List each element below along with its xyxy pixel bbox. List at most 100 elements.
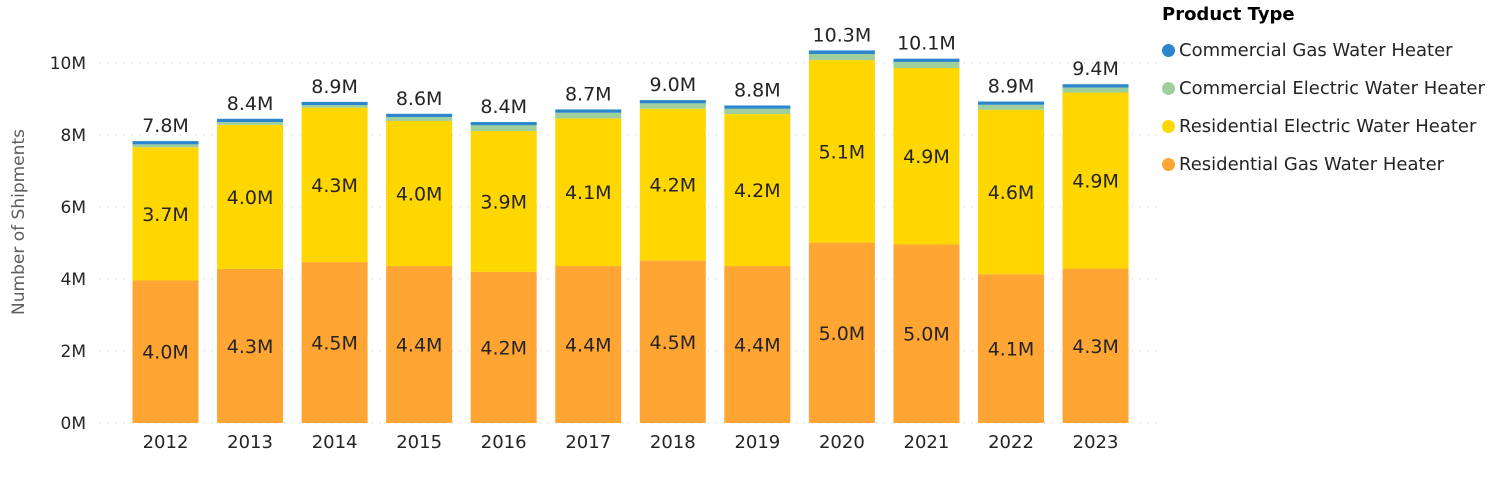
segment-data-label: 4.4M [396, 335, 443, 357]
bar-segment[interactable] [555, 266, 622, 423]
bar-segment[interactable] [555, 109, 622, 113]
bar-segment[interactable] [132, 147, 199, 281]
bar-segment[interactable] [724, 114, 791, 267]
bar-segment[interactable] [893, 68, 960, 245]
legend-label: Commercial Electric Water Heater [1179, 77, 1485, 99]
bar-segment[interactable] [217, 268, 284, 423]
segment-data-label: 4.9M [903, 146, 950, 168]
bar-segment[interactable] [1062, 268, 1129, 423]
segment-data-label: 4.0M [396, 184, 443, 206]
x-tick-label: 2013 [227, 432, 273, 453]
bar-segment[interactable] [386, 120, 453, 267]
bar-segment[interactable] [555, 112, 622, 119]
total-data-label: 9.4M [1072, 58, 1119, 80]
segment-data-label: 4.4M [734, 335, 781, 357]
bar-segment[interactable] [470, 122, 537, 126]
bar-segment[interactable] [724, 108, 791, 115]
legend-title: Product Type [1162, 4, 1295, 25]
segment-data-label: 4.0M [227, 187, 274, 209]
total-data-label: 8.4M [480, 96, 527, 118]
legend-dot-icon [1162, 81, 1175, 95]
segment-data-label: 4.4M [565, 335, 612, 357]
legend-item-residential-gas[interactable]: Residential Gas Water Heater [1162, 145, 1485, 183]
bar-segment[interactable] [639, 103, 706, 109]
y-axis-label: Number of Shipments [9, 129, 29, 315]
bar-segment[interactable] [639, 100, 706, 104]
x-tick-label: 2015 [396, 432, 442, 453]
bar-segment[interactable] [301, 107, 368, 263]
bar-segment[interactable] [639, 260, 706, 423]
segment-data-label: 4.1M [988, 339, 1035, 361]
segment-data-label: 3.9M [480, 191, 527, 213]
y-axis-ticks: 0M 2M 4M 6M 8M 10M [50, 54, 86, 434]
bar-segment[interactable] [893, 58, 960, 62]
x-tick-label: 2023 [1073, 432, 1119, 453]
legend-item-residential-electric[interactable]: Residential Electric Water Heater [1162, 107, 1485, 145]
bar-segment[interactable] [470, 271, 537, 423]
y-tick-label: 2M [61, 342, 86, 362]
data-labels: 4.0M 3.7M 7.8M 4.3M 4.0M 8.4M 4.5M 4.3M 8.9M 4.4M… [142, 24, 1119, 363]
bar-segment[interactable] [217, 124, 284, 269]
bar-segment[interactable] [301, 262, 368, 423]
bar-segment[interactable] [1062, 92, 1129, 269]
bar-segment[interactable] [978, 104, 1044, 110]
bar-segment[interactable] [724, 105, 791, 109]
legend-dot-icon [1162, 43, 1175, 57]
legend-dot-icon [1162, 119, 1175, 133]
y-tick-label: 6M [61, 198, 86, 218]
bar-segment[interactable] [808, 54, 875, 61]
legend-label: Commercial Gas Water Heater [1179, 39, 1453, 61]
x-tick-label: 2022 [988, 432, 1034, 453]
segment-data-label: 4.6M [988, 182, 1035, 204]
bar-segment[interactable] [1062, 84, 1129, 88]
bar-segment[interactable] [301, 105, 368, 108]
bar-segment[interactable] [808, 60, 875, 243]
legend-item-commercial-gas[interactable]: Commercial Gas Water Heater [1162, 31, 1485, 69]
bar-segment[interactable] [808, 242, 875, 423]
total-data-label: 8.8M [734, 79, 781, 101]
legend-item-commercial-electric[interactable]: Commercial Electric Water Heater [1162, 69, 1485, 107]
segment-data-label: 4.3M [311, 175, 358, 197]
bar-segment[interactable] [555, 118, 622, 267]
segment-data-label: 4.1M [565, 182, 612, 204]
bar-segment[interactable] [132, 280, 199, 423]
y-tick-label: 4M [61, 270, 86, 290]
x-tick-label: 2018 [650, 432, 696, 453]
bar-segment[interactable] [808, 50, 875, 54]
stacked-bar-chart: 0M 2M 4M 6M 8M 10M Number of Shipments 4.0M 3.… [9, 24, 1160, 453]
bar-segment[interactable] [386, 266, 453, 423]
bar-segment[interactable] [1062, 87, 1129, 93]
total-data-label: 8.4M [227, 93, 274, 115]
bar-segment[interactable] [978, 274, 1044, 423]
total-data-label: 8.7M [565, 83, 612, 105]
total-data-label: 9.0M [649, 74, 696, 96]
bar-segment[interactable] [217, 122, 284, 125]
bar-segment[interactable] [639, 108, 706, 261]
legend: Product Type Commercial Gas Water Heater… [1162, 4, 1485, 183]
bar-segment[interactable] [893, 244, 960, 423]
bars [132, 50, 1129, 423]
bar-segment[interactable] [724, 266, 791, 423]
bar-segment[interactable] [217, 118, 284, 123]
bar-segment[interactable] [978, 101, 1044, 105]
bar-segment[interactable] [386, 117, 453, 121]
bar-segment[interactable] [893, 61, 960, 69]
bar-segment[interactable] [132, 144, 199, 148]
segment-data-label: 4.2M [734, 180, 781, 202]
total-data-label: 8.6M [396, 88, 443, 110]
bar-segment[interactable] [470, 131, 537, 272]
x-tick-label: 2017 [565, 432, 611, 453]
x-tick-label: 2020 [819, 432, 865, 453]
bar-segment[interactable] [301, 101, 368, 106]
bar-segment[interactable] [470, 125, 537, 132]
legend-dot-icon [1162, 157, 1175, 171]
total-data-label: 8.9M [311, 76, 358, 98]
bar-segment[interactable] [978, 109, 1044, 275]
bar-segment[interactable] [386, 113, 453, 117]
total-data-label: 7.8M [142, 115, 189, 137]
total-data-label: 10.3M [813, 24, 872, 46]
total-data-label: 10.1M [897, 33, 956, 55]
bar-segment[interactable] [132, 141, 199, 145]
segment-data-label: 5.0M [819, 323, 866, 345]
x-axis-ticks: 2012 2013 2014 2015 2016 2017 2018 2019 2020 2021… [143, 432, 1119, 453]
